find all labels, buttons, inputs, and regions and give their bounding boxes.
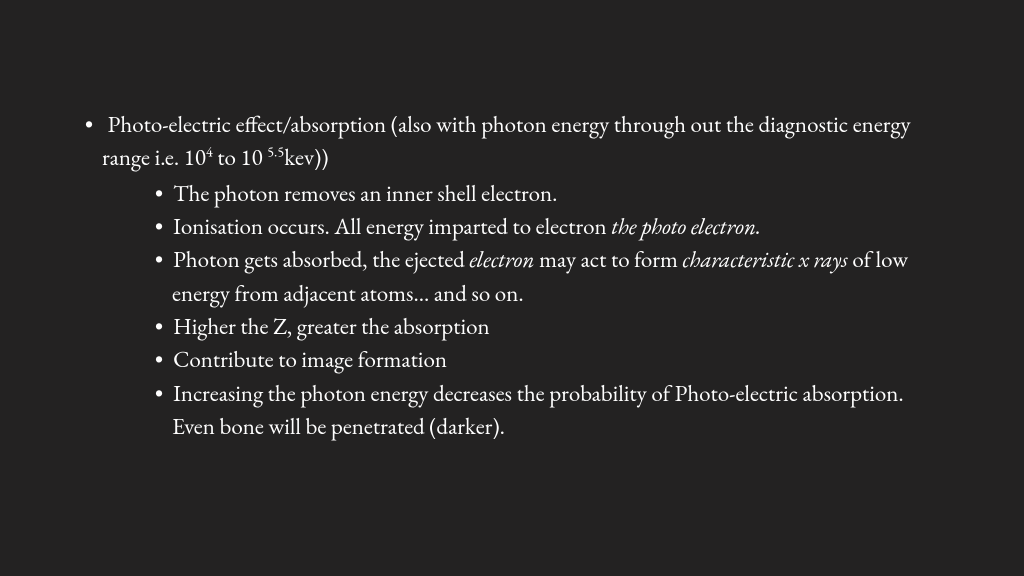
slide: Photo-electric effect/absorption (also w… (0, 0, 1024, 576)
sub-bullet-1: The photon removes an inner shell electr… (140, 177, 944, 210)
sub-bullet-4: Higher the Z, greater the absorption (140, 310, 944, 343)
main-bullet: Photo-electric effect/absorption (also w… (70, 108, 944, 443)
main-bullet-mid: to 10 (213, 142, 268, 172)
sub-bullet-5: Contribute to image formation (140, 343, 944, 376)
bullet-list-nested: The photon removes an inner shell electr… (140, 177, 944, 444)
sub-bullet-3-i2: characteristic x rays (682, 244, 852, 274)
sub-bullet-3: Photon gets absorbed, the ejected electr… (140, 243, 944, 310)
bullet-list-outer: Photo-electric effect/absorption (also w… (70, 108, 944, 443)
main-bullet-sup2: 5.5 (267, 144, 284, 162)
main-bullet-sup1: 4 (206, 144, 213, 162)
main-bullet-suffix: kev)) (284, 142, 328, 172)
sub-bullet-3-a: Photon gets absorbed, the ejected (173, 244, 469, 274)
sub-bullet-2-text: Ionisation occurs. All energy imparted t… (173, 211, 611, 241)
sub-bullet-6: Increasing the photon energy decreases t… (140, 377, 944, 444)
sub-bullet-2-italic: the photo electron. (611, 211, 761, 241)
sub-bullet-3-i1: electron (469, 244, 534, 274)
sub-bullet-2: Ionisation occurs. All energy imparted t… (140, 210, 944, 243)
sub-bullet-3-b: may act to form (535, 244, 683, 274)
